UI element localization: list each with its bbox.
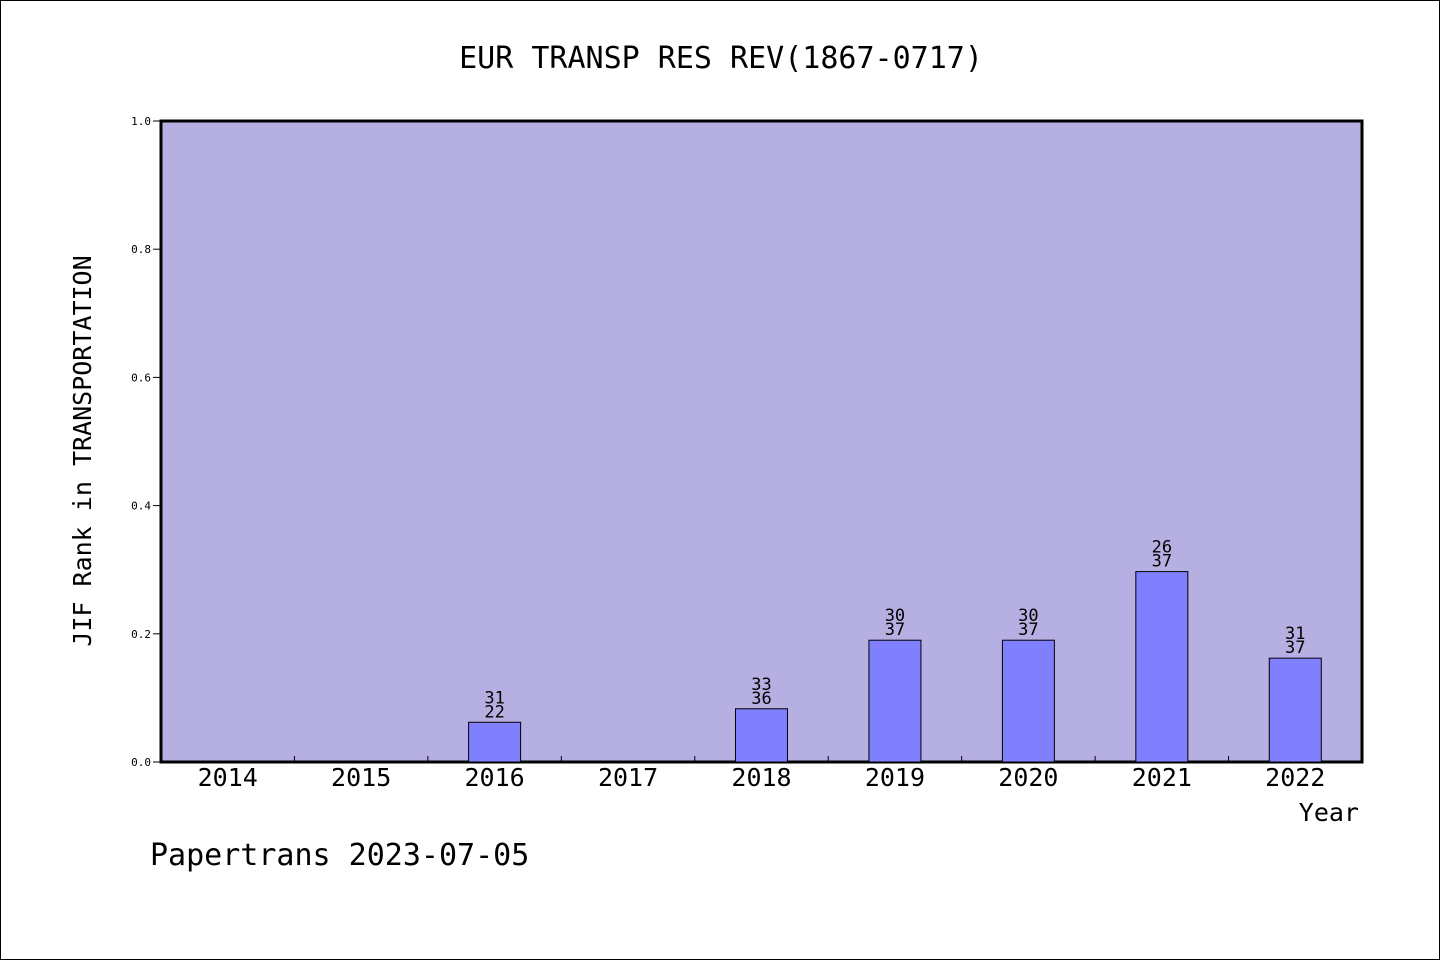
x-axis-ticks: 2014 2015 2016 2017 2018 2019 2020 2021 2022 xyxy=(198,756,1325,792)
chart-title: EUR TRANSP RES REV(1867-0717) xyxy=(459,41,983,76)
y-axis-label: JIF Rank in TRANSPORTATION xyxy=(68,255,97,646)
x-tick-label-2016: 2016 xyxy=(465,763,525,792)
bar-2022 xyxy=(1268,657,1322,763)
bar-label-total-2018: 36 xyxy=(751,689,771,709)
x-tick-label-2014: 2014 xyxy=(198,763,258,792)
bar-2021 xyxy=(1135,571,1189,763)
bar-label-total-2022: 37 xyxy=(1285,638,1305,658)
x-tick-label-2017: 2017 xyxy=(598,763,658,792)
bar-label-rank-2018: 33 xyxy=(751,675,771,695)
y-tick-label-0.0: 0.0 xyxy=(131,756,151,769)
x-tick-label-2019: 2019 xyxy=(865,763,925,792)
x-tick-label-2021: 2021 xyxy=(1132,763,1192,792)
bar-label-rank-2016: 31 xyxy=(484,688,504,708)
bar-2020 xyxy=(1001,639,1055,763)
bar-2018 xyxy=(735,708,788,763)
x-tick-label-2015: 2015 xyxy=(331,763,391,792)
bar-label-total-2021: 37 xyxy=(1152,552,1172,572)
x-axis-label: Year xyxy=(1299,798,1359,827)
y-tick-label-0.6: 0.6 xyxy=(131,371,151,384)
y-tick-label-0.4: 0.4 xyxy=(131,500,151,513)
x-tick-label-2022: 2022 xyxy=(1265,763,1325,792)
bar-label-rank-2021: 26 xyxy=(1152,538,1172,558)
bar-label-total-2016: 22 xyxy=(484,702,504,722)
y-tick-label-0.8: 0.8 xyxy=(131,243,151,256)
bar-2016 xyxy=(468,721,522,763)
footer-source-date: Papertrans 2023-07-05 xyxy=(150,838,529,873)
y-tick-label-0.2: 0.2 xyxy=(131,628,151,641)
bar-label-rank-2020: 30 xyxy=(1018,606,1038,626)
bar-label-rank-2022: 31 xyxy=(1285,624,1305,644)
bar-label-rank-2019: 30 xyxy=(885,606,905,626)
x-tick-label-2018: 2018 xyxy=(731,763,791,792)
x-tick-label-2020: 2020 xyxy=(998,763,1058,792)
bar-2019 xyxy=(868,639,922,763)
bar-label-total-2019: 37 xyxy=(885,620,905,640)
bar-label-total-2020: 37 xyxy=(1018,620,1038,640)
y-tick-label-1.0: 1.0 xyxy=(131,115,151,128)
y-axis-ticks: 0.0 0.2 0.4 0.6 0.8 1.0 xyxy=(131,115,161,769)
